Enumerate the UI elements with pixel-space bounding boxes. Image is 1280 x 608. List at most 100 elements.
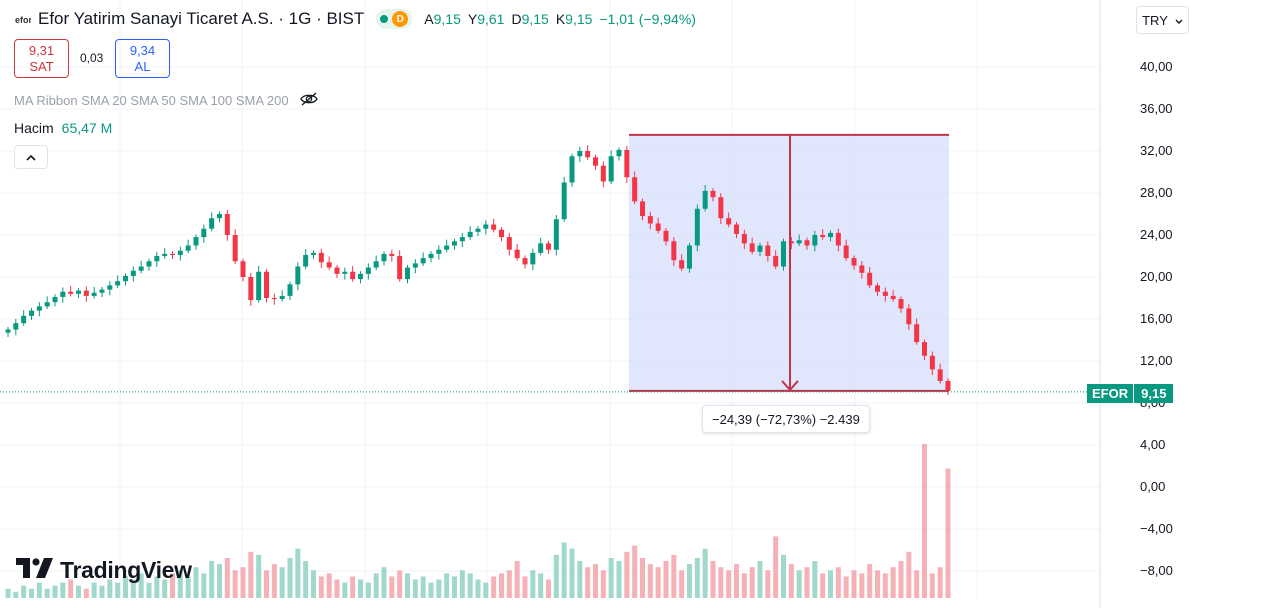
volume-bar (436, 579, 442, 598)
volume-bar (389, 576, 395, 598)
candle-body (726, 218, 732, 225)
volume-bar (906, 551, 912, 598)
volume-bar (773, 536, 779, 598)
volume-bar (68, 579, 74, 598)
candle-body (687, 245, 692, 269)
candle-body (334, 267, 340, 274)
volume-label: Hacim (14, 120, 54, 136)
market-open-dot-icon (380, 15, 389, 23)
volume-bar (130, 579, 136, 598)
candle-body (843, 245, 849, 259)
volume-bar (232, 570, 238, 598)
volume-bar (224, 557, 230, 598)
candle-body (483, 224, 489, 229)
price-tick-label: −4,00 (1140, 521, 1173, 536)
currency-selector[interactable]: TRY (1136, 6, 1189, 34)
volume-bar (937, 567, 943, 598)
volume-bar (671, 554, 677, 598)
candle-body (851, 258, 857, 266)
volume-bar (444, 573, 450, 598)
volume-bar (788, 564, 794, 598)
ma-ribbon-legend[interactable]: MA Ribbon SMA 20 SMA 50 SMA 100 SMA 200 (14, 91, 319, 110)
candle-body (342, 271, 348, 274)
volume-bar (538, 573, 544, 598)
candle-body (240, 261, 246, 277)
candle-body (397, 256, 403, 280)
company-logo-icon: efor (14, 10, 32, 28)
candle-body (538, 243, 544, 253)
volume-bar (624, 551, 630, 598)
volume-bar (726, 570, 732, 598)
volume-legend[interactable]: Hacim 65,47 M (14, 120, 112, 136)
candle-body (279, 295, 285, 300)
candle-body (350, 271, 356, 280)
candle-body (224, 214, 230, 235)
volume-bar (248, 551, 254, 598)
volume-bar (107, 579, 113, 598)
candle-body (405, 267, 410, 280)
candle-body (185, 245, 191, 251)
candle-body (44, 302, 50, 307)
price-tick-label: 24,00 (1140, 227, 1173, 242)
sell-button[interactable]: 9,31 SAT (14, 39, 69, 78)
collapse-legend-button[interactable] (14, 145, 48, 169)
volume-bar (569, 548, 575, 598)
candle-body (91, 292, 97, 296)
candle-body (929, 355, 935, 370)
volume-bar (483, 582, 489, 598)
candle-body (115, 281, 121, 286)
volume-bar (217, 564, 222, 598)
volume-bar (405, 573, 410, 598)
candle-body (107, 285, 113, 290)
volume-bar (185, 576, 191, 598)
market-status[interactable]: D (376, 9, 413, 29)
volume-bar (318, 576, 324, 598)
candle-body (452, 241, 457, 246)
volume-bar (781, 554, 786, 598)
volume-value: 65,47 M (61, 120, 113, 136)
delayed-data-badge: D (392, 11, 409, 27)
price-tick-label: 40,00 (1140, 59, 1173, 74)
volume-bar (679, 570, 685, 598)
price-tick-label: 4,00 (1140, 437, 1166, 452)
candle-body (773, 256, 779, 267)
volume-bar (820, 573, 826, 598)
volume-bar (585, 567, 591, 598)
buy-button[interactable]: 9,34 AL (115, 39, 170, 78)
candle-body (389, 253, 395, 256)
volume-bar (146, 582, 152, 598)
candle-body (99, 289, 105, 293)
symbol-title[interactable]: Efor Yatirim Sanayi Ticaret A.S. · 1G · … (38, 9, 365, 28)
eye-off-icon[interactable] (299, 91, 319, 110)
volume-bar (365, 582, 371, 598)
candle-body (765, 245, 771, 256)
volume-bar (506, 570, 512, 598)
ohlc-open: A9,15 (424, 11, 461, 27)
candle-body (365, 267, 371, 274)
last-price-badge: EFOR 9,15 (1087, 384, 1174, 403)
volume-bar (475, 579, 481, 598)
candle-body (890, 295, 896, 300)
candle-body (311, 252, 316, 255)
candle-body (600, 165, 606, 182)
volume-bar (882, 573, 888, 598)
price-tick-label: 32,00 (1140, 143, 1173, 158)
tradingview-logo[interactable]: TradingView (16, 557, 192, 584)
candle-body (937, 369, 943, 381)
candle-body (271, 298, 277, 300)
volume-bar (287, 557, 293, 598)
volume-bar (663, 561, 669, 598)
chevron-up-icon (26, 148, 36, 166)
candle-body (585, 151, 591, 158)
volume-bar (209, 561, 215, 598)
volume-bar (334, 579, 340, 598)
candle-body (812, 235, 818, 246)
volume-bar (851, 570, 857, 598)
volume-bar (240, 567, 246, 598)
candle-body (859, 265, 865, 273)
volume-bar (694, 557, 700, 598)
volume-bar (812, 561, 818, 598)
volume-bar (264, 570, 269, 598)
candle-body (718, 197, 724, 219)
